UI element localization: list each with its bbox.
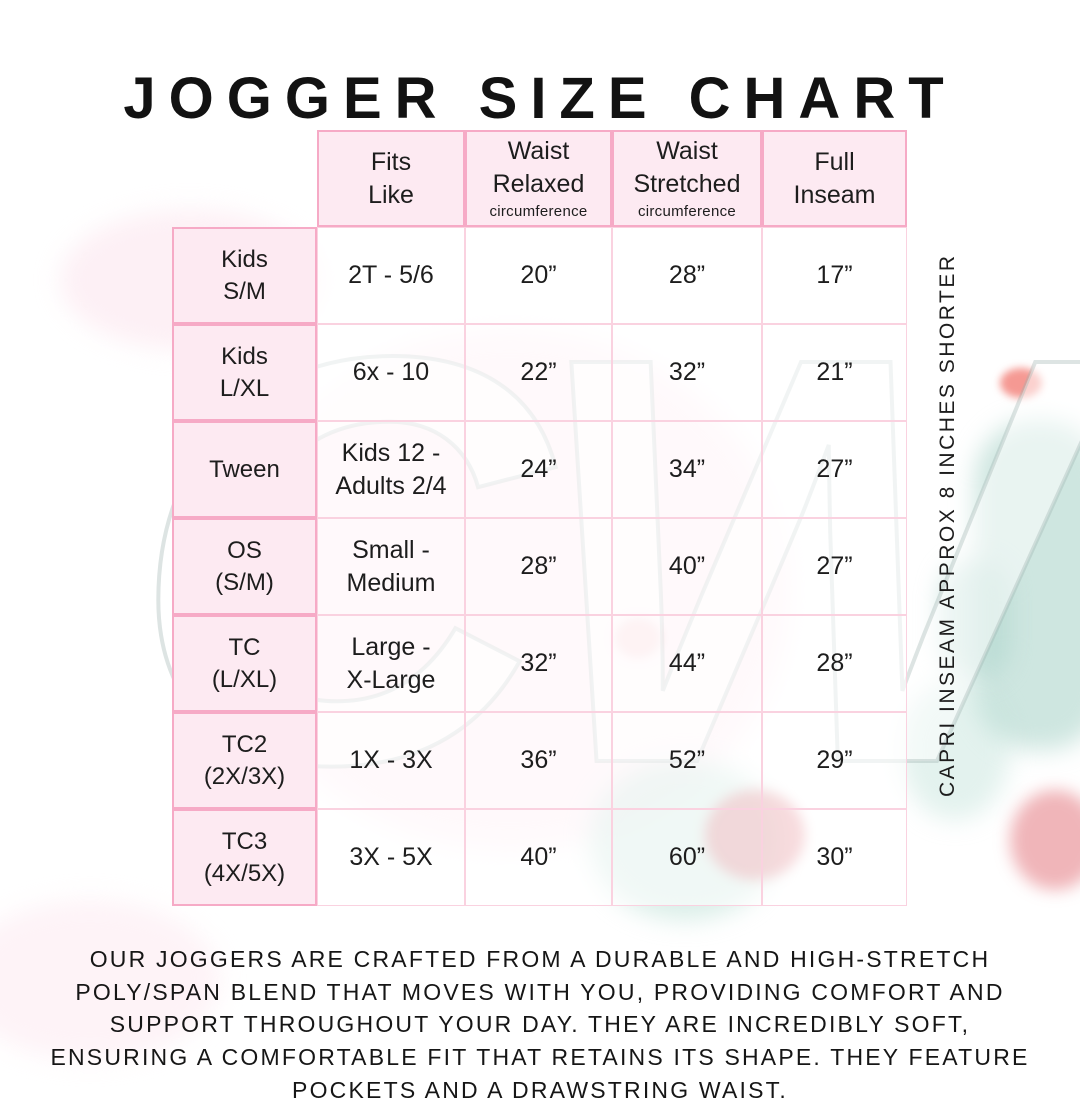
size-value-cell: 2T - 5/6 [317, 227, 465, 324]
size-value-cell: Large - X-Large [317, 615, 465, 712]
column-header-fits-like: Fits Like [317, 130, 465, 227]
flower-illustration [1010, 790, 1080, 890]
size-value-cell: 60” [612, 809, 762, 906]
size-value-cell: 6x - 10 [317, 324, 465, 421]
size-value-cell: 40” [465, 809, 612, 906]
size-value-cell: Small - Medium [317, 518, 465, 615]
row-label: Tween [172, 421, 317, 518]
column-header-sublabel: circumference [637, 203, 737, 221]
size-value-cell: 20” [465, 227, 612, 324]
column-header-label: Waist Relaxed [492, 137, 585, 198]
size-value-cell: 32” [612, 324, 762, 421]
size-value-cell: 28” [465, 518, 612, 615]
size-value-cell: 40” [612, 518, 762, 615]
size-value-cell: 21” [762, 324, 907, 421]
column-header-label: Fits Like [368, 148, 414, 209]
row-label: Kids S/M [172, 227, 317, 324]
size-value-cell: 28” [762, 615, 907, 712]
cactus-flower-illustration [1000, 368, 1042, 398]
size-value-cell: 24” [465, 421, 612, 518]
size-value-cell: 36” [465, 712, 612, 809]
row-label: TC3 (4X/5X) [172, 809, 317, 906]
row-label: OS (S/M) [172, 518, 317, 615]
row-label: Kids L/XL [172, 324, 317, 421]
page-title: JOGGER SIZE CHART [123, 65, 957, 131]
size-value-cell: 32” [465, 615, 612, 712]
column-header-waist-stretched: Waist Stretched circumference [612, 130, 762, 227]
size-value-cell: 29” [762, 712, 907, 809]
product-description: OUR JOGGERS ARE CRAFTED FROM A DURABLE A… [50, 946, 1030, 1103]
column-header-sublabel: circumference [489, 203, 588, 221]
size-value-cell: 22” [465, 324, 612, 421]
capri-inseam-note: CAPRI INSEAM APPROX 8 INCHES SHORTER [936, 253, 959, 797]
cactus-illustration [975, 420, 1080, 750]
size-value-cell: 3X - 5X [317, 809, 465, 906]
size-value-cell: 30” [762, 809, 907, 906]
size-value-cell: 34” [612, 421, 762, 518]
row-label: TC (L/XL) [172, 615, 317, 712]
size-table: Fits Like Waist Relaxed circumference Wa… [172, 130, 907, 906]
size-value-cell: 27” [762, 518, 907, 615]
table-corner-spacer [172, 130, 317, 227]
column-header-label: Full Inseam [793, 148, 876, 209]
size-value-cell: 1X - 3X [317, 712, 465, 809]
column-header-full-inseam: Full Inseam [762, 130, 907, 227]
size-value-cell: 52” [612, 712, 762, 809]
column-header-waist-relaxed: Waist Relaxed circumference [465, 130, 612, 227]
size-value-cell: Kids 12 - Adults 2/4 [317, 421, 465, 518]
row-label: TC2 (2X/3X) [172, 712, 317, 809]
size-value-cell: 17” [762, 227, 907, 324]
size-value-cell: 28” [612, 227, 762, 324]
column-header-label: Waist Stretched [633, 137, 741, 198]
size-value-cell: 44” [612, 615, 762, 712]
size-value-cell: 27” [762, 421, 907, 518]
